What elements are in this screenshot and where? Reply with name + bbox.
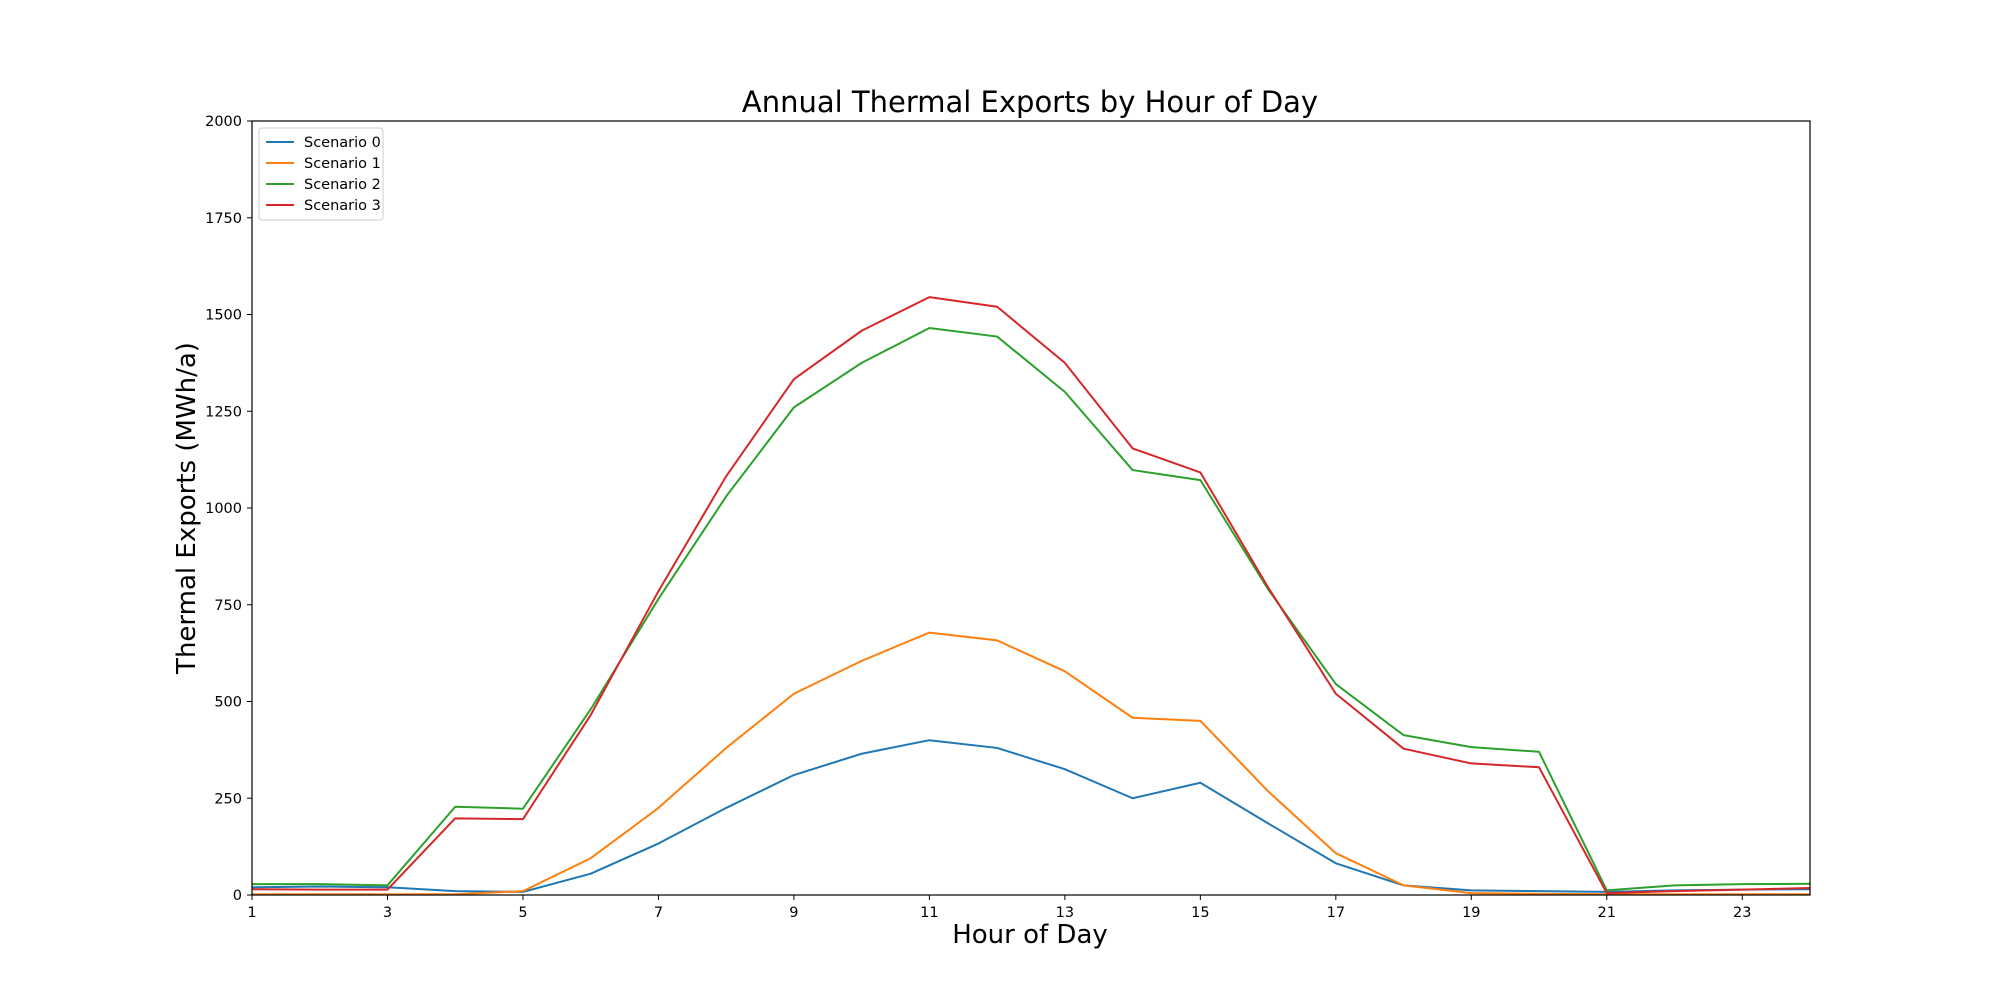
y-axis-label: Thermal Exports (MWh/a) <box>172 342 202 675</box>
y-tick-label: 0 <box>233 888 242 904</box>
legend-box <box>258 127 384 221</box>
x-tick-label: 17 <box>1327 905 1345 921</box>
y-tick-label: 1750 <box>205 211 242 227</box>
plot-area-frame <box>251 120 1811 896</box>
x-tick-label: 5 <box>518 905 527 921</box>
y-tick-label: 250 <box>214 791 242 807</box>
y-tick-label: 1250 <box>205 404 242 420</box>
x-tick-label: 19 <box>1462 905 1480 921</box>
x-tick-label: 21 <box>1598 905 1616 921</box>
legend-label: Scenario 3 <box>304 198 381 214</box>
x-tick-label: 1 <box>247 905 256 921</box>
x-tick-label: 9 <box>789 905 798 921</box>
chart-title: Annual Thermal Exports by Hour of Day <box>742 85 1318 119</box>
x-tick-label: 23 <box>1733 905 1751 921</box>
y-tick-label: 500 <box>214 695 242 711</box>
x-tick-label: 11 <box>920 905 938 921</box>
y-tick-label: 1500 <box>205 308 242 324</box>
x-tick-label: 3 <box>383 905 392 921</box>
legend-label: Scenario 2 <box>304 177 381 193</box>
y-tick-label: 750 <box>214 598 242 614</box>
ticks-layer: 1 3 5 7 9 11 13 15 17 19 21 23025050075010001250150… <box>205 114 1751 921</box>
x-tick-label: 13 <box>1056 905 1074 921</box>
x-tick-label: 7 <box>654 905 663 921</box>
x-tick-label: 15 <box>1191 905 1209 921</box>
y-tick-label: 1000 <box>205 501 242 517</box>
x-axis-label: Hour of Day <box>952 920 1108 950</box>
legend-label: Scenario 1 <box>304 156 381 172</box>
series-line-scenario-2 <box>252 327 1811 892</box>
series-line-scenario-1 <box>252 631 1810 896</box>
legend-label: Scenario 0 <box>304 135 381 151</box>
series-line-scenario-3 <box>251 296 1811 895</box>
legend: Scenario 0 Scenario 1 Scenario 2 Scenario 3 <box>258 127 384 221</box>
series-layer <box>251 296 1811 896</box>
y-tick-label: 2000 <box>205 114 242 130</box>
